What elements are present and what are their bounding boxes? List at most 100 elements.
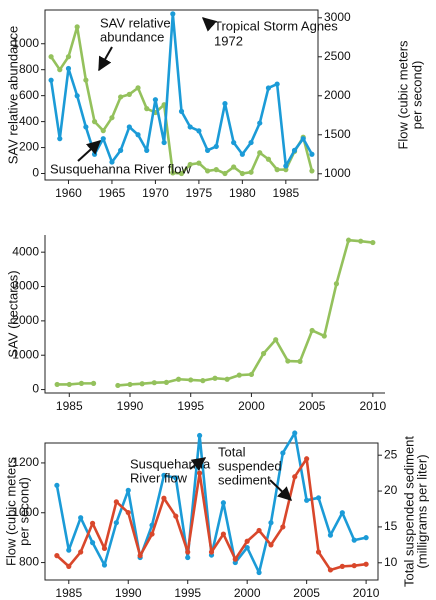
data-point (280, 450, 286, 456)
data-point (57, 136, 63, 142)
data-point (363, 561, 369, 567)
data-point (274, 81, 280, 87)
x-tick-label: 1995 (177, 399, 204, 413)
data-point (265, 156, 272, 162)
data-point (144, 106, 150, 112)
x-tick-label: 1990 (117, 399, 144, 413)
data-point (101, 562, 108, 568)
series-line (117, 238, 374, 387)
data-point (204, 168, 211, 174)
y-tick-label: 800 (19, 555, 39, 569)
data-point (256, 569, 262, 576)
data-point (292, 430, 298, 436)
data-point (197, 432, 203, 439)
data-point (257, 120, 263, 126)
y-axis-label: Flow (cubic meters (3, 456, 18, 566)
data-point (173, 475, 179, 481)
y2-tick-label: 2500 (324, 49, 351, 63)
data-point (161, 472, 167, 478)
y-axis-label: SAV (hectares) (5, 270, 20, 357)
x-tick-label: 1985 (55, 586, 82, 600)
data-point (78, 380, 85, 386)
data-point (315, 495, 322, 501)
data-point (83, 124, 89, 130)
y-tick-label: 4000 (12, 244, 39, 258)
data-point (173, 513, 179, 519)
annotation: 1972 (214, 33, 243, 48)
data-point (309, 327, 315, 334)
data-point (178, 170, 185, 177)
data-point (220, 500, 226, 506)
data-point (187, 161, 193, 168)
data-point (115, 382, 121, 389)
y2-axis-label: Total suspended sediment (401, 436, 416, 587)
data-point (185, 554, 191, 561)
data-point (118, 147, 124, 153)
data-point (89, 540, 96, 546)
y-tick-label: 1000 (12, 347, 39, 361)
x-tick-label: 1985 (272, 186, 299, 200)
data-point (222, 100, 228, 107)
annotation: abundance (100, 29, 164, 44)
annotation: Total (218, 444, 246, 459)
y2-axis-label: per second) (409, 61, 424, 130)
y-tick-label: 800 (19, 62, 39, 76)
panel: 1960 1965 1970 1975 1980 1985 0 200 400 600 800 100… (5, 9, 424, 200)
x-tick-label: 1965 (99, 186, 126, 200)
x-tick-label: 2010 (353, 586, 380, 600)
panel: 1985 1990 1995 2000 2005 2010 0 1000 2000 3000 400… (5, 235, 387, 413)
data-point (370, 239, 376, 246)
data-point (257, 150, 263, 156)
panel: 1985 1990 1995 2000 2005 2010 800 1000 1200 10 15 2… (3, 430, 429, 600)
data-point (244, 545, 250, 551)
data-point (327, 567, 334, 573)
data-point (126, 124, 132, 130)
y-tick-label: 1000 (12, 36, 39, 50)
data-point (109, 115, 115, 121)
data-point (268, 542, 274, 548)
y2-tick-label: 2000 (324, 88, 351, 102)
data-point (292, 474, 298, 480)
data-point (200, 378, 206, 384)
data-point (90, 380, 97, 386)
data-point (196, 160, 202, 166)
axes (44, 235, 385, 394)
data-point (89, 520, 96, 526)
data-point (139, 381, 145, 387)
data-point (297, 358, 303, 364)
annotation: Tropical Storm Agnes (214, 18, 338, 33)
x-tick-label: 1975 (186, 186, 213, 200)
data-point (66, 381, 72, 388)
data-point (315, 549, 322, 555)
y-tick-label: 400 (19, 114, 39, 128)
data-point (196, 128, 202, 134)
data-point (212, 375, 218, 381)
data-point (300, 136, 306, 142)
data-point (231, 164, 237, 170)
data-point (91, 151, 98, 157)
data-point (163, 379, 170, 385)
annotation-arrow (98, 46, 113, 72)
data-point (78, 549, 84, 555)
y2-tick-label: 1500 (324, 127, 351, 141)
data-point (309, 168, 315, 174)
x-tick-label: 1970 (142, 186, 169, 200)
data-point (65, 65, 72, 72)
data-point (339, 510, 345, 516)
data-point (152, 97, 159, 103)
data-point (197, 470, 203, 476)
data-point (351, 537, 357, 543)
data-point (256, 527, 262, 534)
y2-axis-label: Flow (cubic meters (395, 40, 410, 150)
data-point (161, 495, 167, 501)
y-tick-label: 1000 (12, 505, 39, 519)
x-tick-label: 2000 (234, 586, 261, 600)
data-point (274, 167, 280, 173)
data-point (78, 515, 84, 521)
data-point (222, 170, 228, 177)
y2-tick-label: 20 (384, 483, 398, 497)
data-point (248, 169, 254, 175)
data-point (135, 132, 141, 138)
data-point (224, 376, 230, 382)
